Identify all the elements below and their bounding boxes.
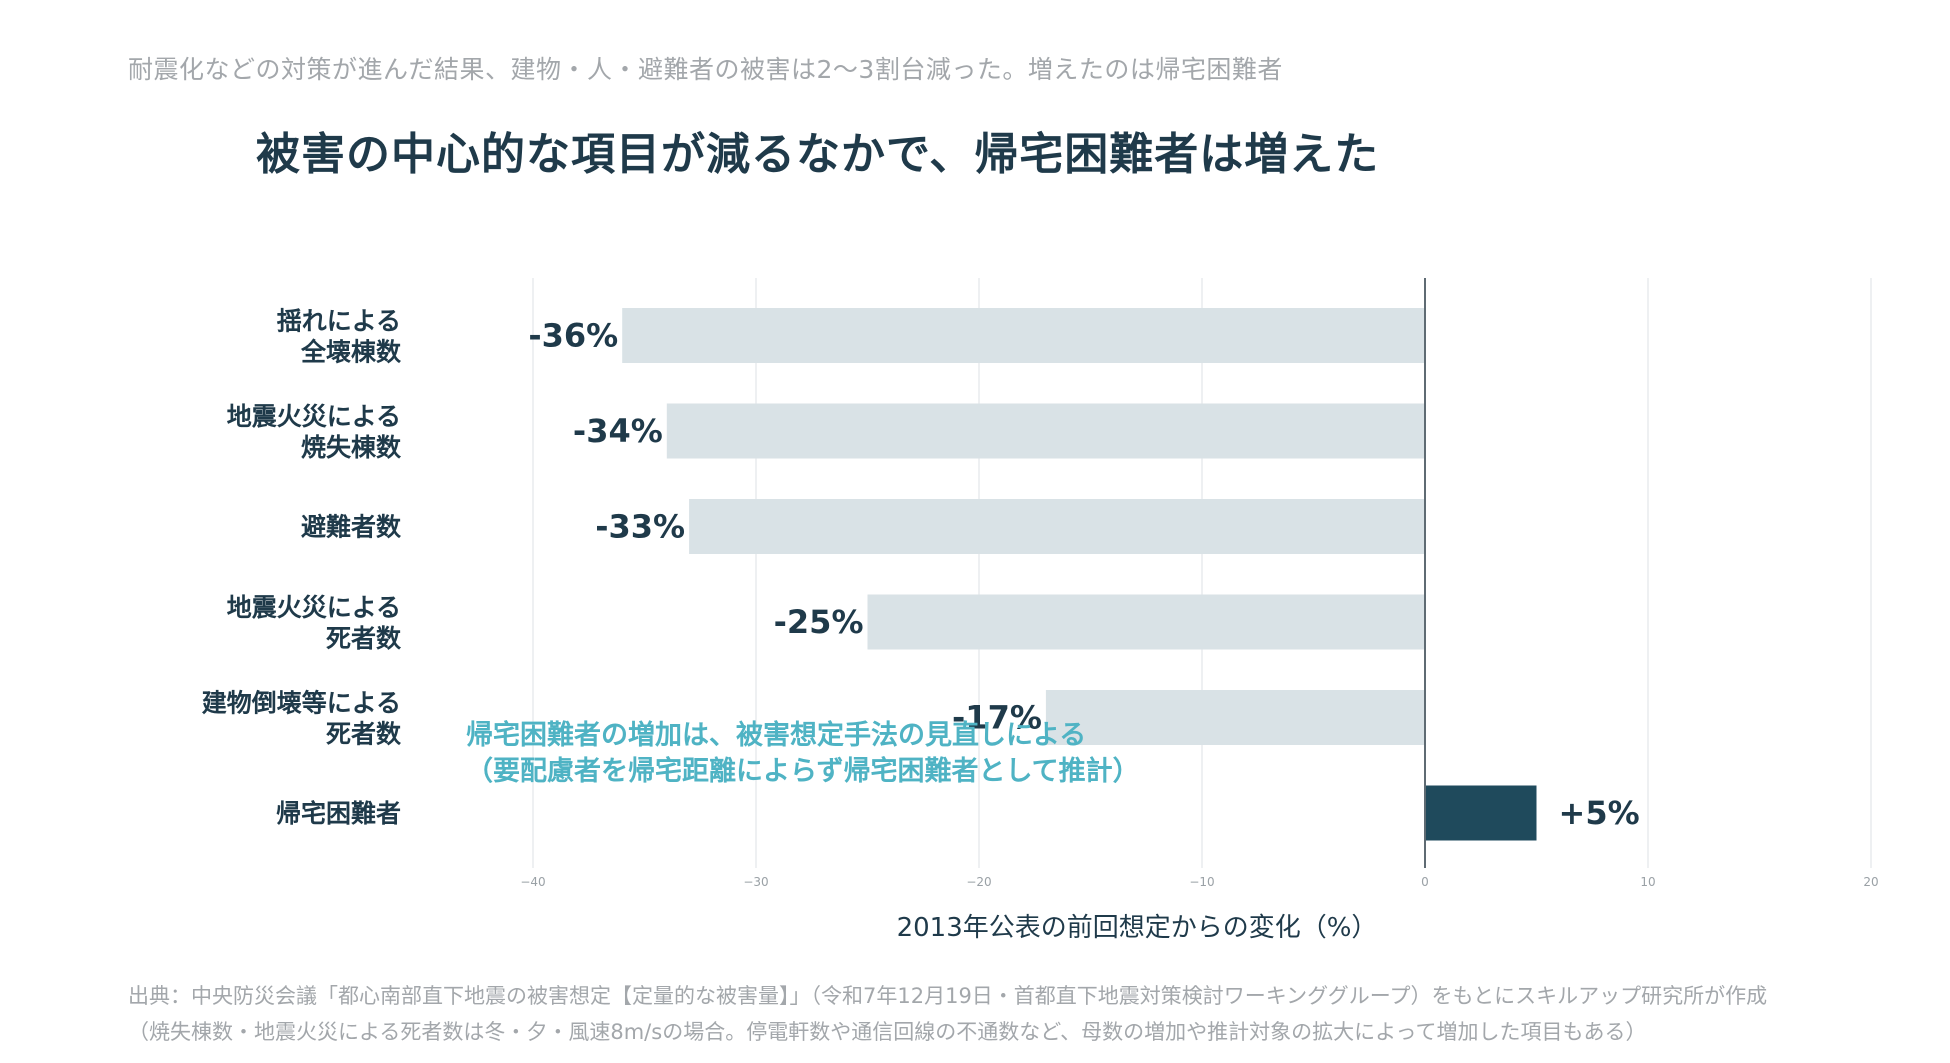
bar-value-label: -17% <box>952 699 1042 737</box>
bar-value-label: +5% <box>1559 794 1640 832</box>
x-tick-label: −10 <box>1189 875 1214 889</box>
category-label: 死者数 <box>326 720 402 749</box>
x-tick-label: −40 <box>520 875 545 889</box>
bar <box>622 308 1425 363</box>
x-tick-label: −30 <box>743 875 768 889</box>
bar <box>1045 690 1425 745</box>
annotation-line-1: 帰宅困難者の増加は、被害想定手法の見直しによる <box>466 720 1087 751</box>
x-tick-label: 0 <box>1421 875 1429 889</box>
category-label: 死者数 <box>326 624 402 653</box>
category-label: 避難者数 <box>301 513 402 542</box>
x-axis-title: 2013年公表の前回想定からの変化（%） <box>897 913 1378 943</box>
category-label: 揺れによる <box>277 307 401 336</box>
chart-title: 被害の中心的な項目が減るなかで、帰宅困難者は増えた <box>256 129 1380 180</box>
bar-value-label: -33% <box>595 508 685 546</box>
x-tick-label: 20 <box>1863 875 1878 889</box>
category-label: 地震火災による <box>227 402 401 431</box>
source-line-1: 出典：中央防災会議「都心南部直下地震の被害想定【定量的な被害量】」（令和7年12… <box>128 984 1768 1008</box>
x-tick-label: −20 <box>966 875 991 889</box>
category-label: 焼失棟数 <box>301 433 402 462</box>
bar-value-label: -34% <box>573 412 663 450</box>
bar <box>1425 785 1537 841</box>
x-tick-label: 10 <box>1640 875 1655 889</box>
annotation-line-2: （要配慮者を帰宅距離によらず帰宅困難者として推計） <box>466 756 1140 787</box>
bar-chart: -36%揺れによる全壊棟数-34%地震火災による焼失棟数-33%避難者数-25%… <box>202 278 1879 943</box>
category-label: 全壊棟数 <box>300 338 402 367</box>
bar <box>689 499 1425 554</box>
bar <box>867 594 1425 650</box>
category-label: 建物倒壊等による <box>202 689 401 718</box>
category-label: 地震火災による <box>227 593 401 622</box>
chart-subtitle: 耐震化などの対策が進んだ結果、建物・人・避難者の被害は2〜3割台減った。増えたの… <box>128 55 1283 84</box>
source-line-2: （焼失棟数・地震火災による死者数は冬・夕・風速8m/sの場合。停電軒数や通信回線… <box>128 1020 1647 1044</box>
method-change-annotation: 帰宅困難者の増加は、被害想定手法の見直しによる （要配慮者を帰宅距離によらず帰宅… <box>466 718 1140 790</box>
bar-value-label: -25% <box>774 603 864 641</box>
category-label: 帰宅困難者 <box>276 799 401 828</box>
source-note: 出典：中央防災会議「都心南部直下地震の被害想定【定量的な被害量】」（令和7年12… <box>128 978 1767 1050</box>
bar-value-label: -36% <box>528 317 618 355</box>
bar <box>666 403 1425 459</box>
